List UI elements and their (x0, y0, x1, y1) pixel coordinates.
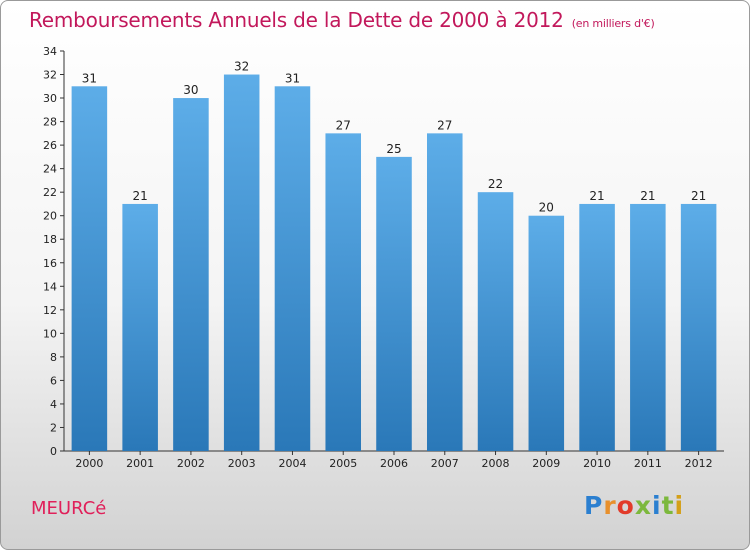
data-label-2002: 30 (183, 83, 198, 97)
y-tick-label: 10 (43, 327, 57, 340)
x-tick-label: 2006 (380, 457, 408, 470)
bar-2011 (630, 203, 666, 451)
y-tick-label: 20 (43, 210, 57, 223)
bar-2003 (223, 74, 260, 451)
data-label-2000: 31 (82, 71, 97, 85)
data-label-2005: 27 (336, 118, 351, 132)
bar-2009 (528, 215, 565, 451)
data-label-2001: 21 (133, 189, 148, 203)
logo-letter: i (652, 491, 662, 520)
chart-title: Remboursements Annuels de la Dette de 20… (29, 8, 655, 32)
proxiti-logo: Proxiti (584, 491, 684, 520)
bar-2001 (122, 203, 158, 451)
x-tick-label: 2000 (75, 457, 103, 470)
chart-title-text: Remboursements Annuels de la Dette de 20… (29, 8, 564, 32)
bar-2008 (477, 192, 514, 452)
logo-letter: o (616, 491, 635, 520)
data-label-2003: 32 (234, 60, 249, 74)
x-tick-label: 2010 (583, 457, 611, 470)
y-tick-label: 2 (50, 421, 57, 434)
y-tick-label: 24 (43, 163, 57, 176)
y-tick-label: 32 (43, 69, 57, 82)
y-tick-label: 12 (43, 304, 57, 317)
x-tick-label: 2005 (329, 457, 357, 470)
bar-2006 (376, 156, 412, 451)
bar-2005 (325, 133, 361, 451)
y-tick-label: 28 (43, 116, 57, 129)
x-tick-label: 2008 (482, 457, 510, 470)
data-label-2009: 20 (539, 201, 554, 215)
x-tick-label: 2012 (685, 457, 713, 470)
bars-group (71, 74, 717, 452)
x-tick-label: 2001 (126, 457, 154, 470)
bar-2007 (427, 133, 463, 451)
x-axis: 2000 2001 2002 2003 2004 2005 2006 2007 2008 2009… (64, 450, 724, 470)
y-tick-label: 26 (43, 139, 57, 152)
chart-subtitle: (en milliers d'€) (571, 17, 655, 30)
y-tick-label: 18 (43, 233, 57, 246)
bar-2004 (274, 86, 311, 451)
y-tick-label: 22 (43, 186, 57, 199)
logo-letter: x (634, 491, 652, 520)
x-tick-label: 2003 (228, 457, 256, 470)
logo-letter: r (603, 491, 617, 520)
y-tick-label: 0 (50, 445, 57, 458)
bar-2000 (71, 86, 108, 451)
data-label-2008: 22 (488, 177, 503, 191)
y-tick-label: 30 (43, 92, 57, 105)
logo-letter: i (674, 491, 685, 520)
y-tick-label: 34 (43, 45, 57, 58)
x-tick-label: 2002 (177, 457, 205, 470)
bar-2010 (579, 203, 615, 451)
bar-2012 (680, 203, 717, 451)
data-label-2011: 21 (640, 189, 655, 203)
y-tick-label: 8 (50, 351, 57, 364)
data-label-2010: 21 (589, 189, 604, 203)
bar-2002 (173, 98, 209, 451)
commune-name: MEURCé (31, 498, 107, 519)
data-label-2007: 27 (437, 118, 452, 132)
y-tick-label: 6 (50, 374, 57, 387)
x-tick-label: 2004 (278, 457, 306, 470)
data-label-2012: 21 (691, 189, 706, 203)
logo-letter: P (584, 491, 604, 520)
data-label-2006: 25 (386, 142, 401, 156)
x-tick-label: 2011 (634, 457, 662, 470)
x-tick-label: 2007 (431, 457, 459, 470)
y-tick-label: 16 (43, 257, 57, 270)
y-tick-label: 14 (43, 280, 57, 293)
x-tick-label: 2009 (532, 457, 560, 470)
data-labels-group: 31 21 30 32 31 27 25 27 22 20 21 21 21 (82, 60, 707, 215)
data-label-2004: 31 (285, 71, 300, 85)
logo-letter: t (661, 491, 675, 520)
y-tick-label: 4 (50, 398, 57, 411)
